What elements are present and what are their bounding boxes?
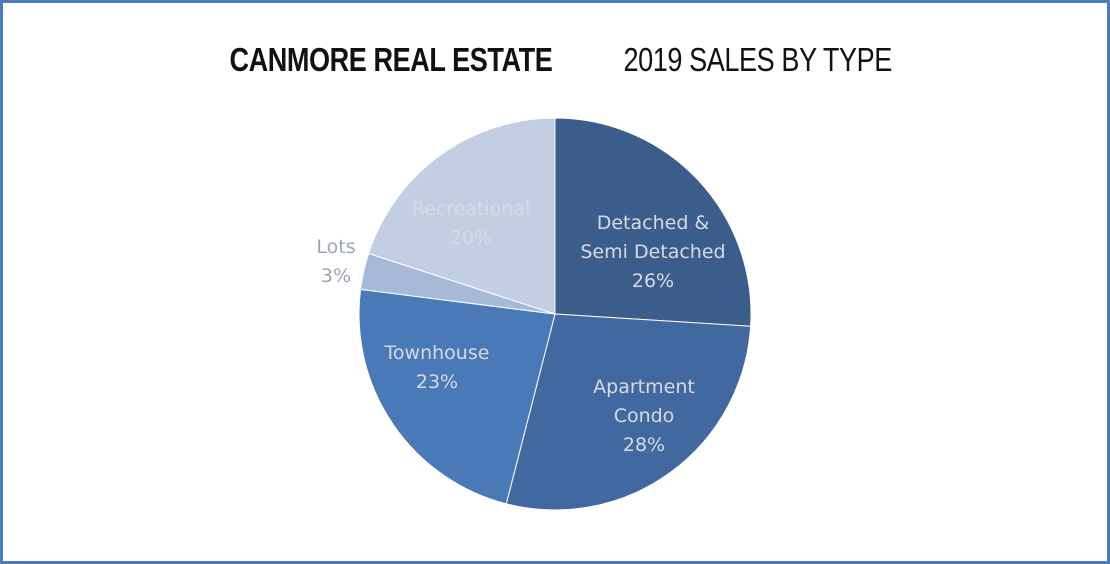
slice-label-detached: Detached & Semi Detached 26% <box>580 212 725 292</box>
slice-label-apartment: Apartment Condo 28% <box>593 376 695 456</box>
pie-slice-recreational <box>367 117 556 315</box>
pie-chart: Detached & Semi Detached 26% Apartment Condo… <box>316 117 752 511</box>
chart-title: CANMORE REAL ESTATE 2019 SALES BY TYPE <box>3 41 1110 79</box>
slice-label-lots: Lots 3% <box>316 236 355 287</box>
pie-slice-apartment <box>505 313 752 511</box>
pie-slice-detached <box>554 117 752 327</box>
slice-label-townhouse: Townhouse 23% <box>384 342 490 393</box>
slice-label-recreational: Recreational 20% <box>412 198 531 249</box>
chart-title-light: 2019 SALES BY TYPE <box>623 41 893 78</box>
pie-slice-townhouse <box>358 288 556 505</box>
chart-title-bold: CANMORE REAL ESTATE <box>229 41 553 78</box>
